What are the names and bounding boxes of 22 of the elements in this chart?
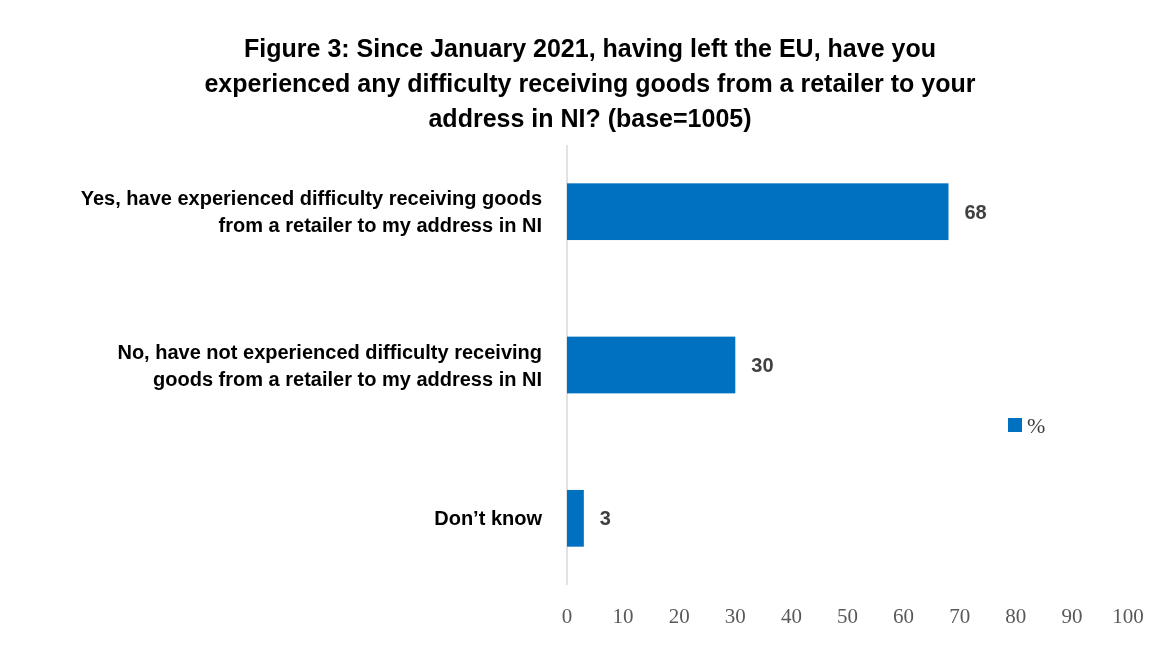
- x-tick-label: 80: [1005, 604, 1027, 628]
- data-label: 30: [751, 354, 774, 376]
- x-tick-label: 60: [893, 604, 915, 628]
- y-tick-label: No, have not experienced difficulty receiving goods from a retailer to my address in NI: [117, 340, 542, 390]
- x-tick-label: 40: [780, 604, 802, 628]
- bar: [567, 489, 584, 547]
- data-label: 3: [599, 507, 611, 530]
- x-tick-label: 10: [612, 604, 634, 628]
- x-tick-label: 30: [724, 604, 746, 628]
- x-tick-label: 100: [1112, 604, 1144, 628]
- x-tick-label: 0: [561, 604, 573, 628]
- data-label: 68: [964, 200, 987, 223]
- x-tick-label: 70: [949, 604, 971, 628]
- x-tick-label: 90: [1061, 604, 1083, 628]
- bar: [567, 183, 949, 241]
- x-tick-label: 50: [837, 604, 858, 628]
- y-tick-label: Yes, have experienced difficulty receiving goods from a retailer to my address in NI: [80, 187, 542, 237]
- y-tick-label: Don’t know: [434, 507, 543, 530]
- legend-label: %: [1027, 412, 1046, 438]
- x-tick-label: 20: [668, 604, 690, 628]
- bar: [567, 336, 736, 394]
- chart-title: Figure 3: Since January 2021, having left the EU, have you experienced any difficulty receiving goods from a retailer to your address in NI? (base=1005): [204, 34, 976, 132]
